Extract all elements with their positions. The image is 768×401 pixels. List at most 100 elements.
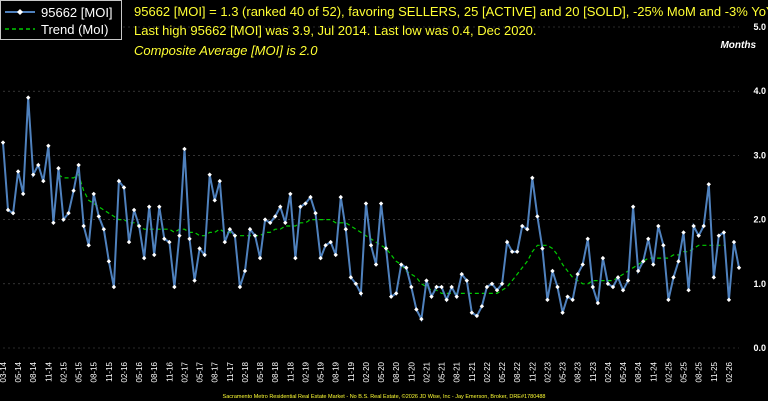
moi-point-40	[202, 252, 207, 258]
moi-point-26	[131, 207, 137, 213]
moi-point-44	[222, 239, 228, 245]
moi-point-8	[41, 178, 46, 184]
x-tick-label-33: 05-22	[498, 361, 507, 382]
moi-point-19	[96, 214, 101, 219]
x-tick-label-5: 05-15	[75, 361, 84, 382]
y-tick-label-3: 3.0	[753, 150, 766, 160]
moi-point-143	[721, 230, 727, 235]
x-tick-label-24: 02-20	[362, 361, 371, 382]
x-tick-label-18: 08-18	[271, 361, 280, 382]
moi-point-119	[600, 255, 606, 261]
moi-point-116	[585, 236, 590, 242]
moi-point-78	[394, 291, 399, 296]
moi-point-91	[459, 271, 464, 277]
x-tick-label-8: 02-16	[120, 361, 129, 382]
moi-point-133	[671, 275, 676, 280]
moi-point-128	[646, 236, 651, 242]
moi-point-87	[439, 284, 444, 290]
moi-point-30	[152, 252, 157, 258]
x-tick-label-40: 02-24	[604, 361, 613, 382]
moi-point-104	[525, 227, 530, 232]
moi-point-22	[111, 284, 117, 290]
moi-point-61	[308, 194, 313, 200]
moi-point-27	[136, 223, 142, 229]
moi-point-11	[56, 166, 61, 171]
moi-point-90	[454, 294, 459, 299]
x-tick-label-34: 08-22	[513, 361, 522, 382]
moi-point-45	[227, 227, 233, 232]
x-tick-label-35: 11-22	[528, 361, 537, 381]
moi-point-74	[373, 262, 379, 267]
x-tick-label-48: 02-26	[725, 361, 734, 382]
moi-point-118	[595, 300, 601, 306]
moi-point-112	[565, 294, 570, 299]
moi-point-54	[273, 214, 278, 219]
moi-point-50	[252, 233, 258, 238]
moi-point-141	[711, 275, 716, 280]
x-tick-label-28: 02-21	[422, 361, 431, 382]
moi-point-7	[36, 162, 41, 168]
moi-point-47	[237, 284, 243, 290]
x-tick-label-4: 02-15	[59, 361, 68, 382]
x-tick-label-42: 08-24	[634, 361, 643, 382]
moi-point-65	[328, 239, 333, 245]
moi-point-58	[293, 255, 298, 261]
x-tick-label-15: 11-17	[226, 361, 235, 381]
chart-legend: 95662 [MOI] Trend (MoI)	[0, 0, 122, 40]
moi-point-89	[449, 284, 454, 290]
moi-point-59	[298, 204, 303, 209]
moi-point-127	[641, 259, 646, 264]
moi-point-140	[706, 182, 711, 187]
moi-point-38	[192, 278, 197, 283]
moi-point-53	[267, 220, 273, 226]
x-tick-label-26: 08-20	[392, 361, 401, 382]
moi-point-105	[530, 175, 535, 181]
moi-point-108	[545, 297, 550, 303]
y-tick-label-4: 4.0	[753, 86, 766, 96]
moi-point-138	[696, 233, 701, 238]
moi-point-115	[580, 262, 585, 267]
moi-point-68	[343, 227, 348, 232]
moi-point-29	[146, 204, 152, 209]
moi-point-48	[242, 268, 248, 274]
moi-point-122	[615, 275, 621, 280]
moi-point-98	[494, 288, 500, 293]
legend-label-moi: 95662 [MOI]	[41, 4, 113, 20]
moi-point-24	[121, 185, 127, 190]
moi-point-106	[535, 214, 540, 219]
moi-point-110	[555, 284, 560, 290]
x-tick-label-1: 05-14	[14, 361, 23, 382]
moi-point-5	[26, 95, 31, 100]
moi-point-63	[318, 255, 323, 261]
moi-point-103	[520, 223, 525, 229]
moi-point-71	[358, 291, 364, 296]
moi-point-46	[232, 233, 238, 238]
moi-point-137	[691, 223, 696, 229]
moi-point-84	[424, 278, 429, 283]
x-tick-label-30: 08-21	[453, 361, 462, 382]
moi-point-21	[106, 259, 112, 264]
moi-point-97	[489, 281, 495, 286]
legend-swatch-moi	[5, 9, 35, 15]
y-tick-label-0: 0.0	[753, 343, 766, 353]
moi-point-66	[333, 252, 338, 258]
x-tick-label-19: 11-18	[286, 361, 295, 381]
moi-point-86	[434, 284, 439, 290]
moi-point-134	[676, 259, 681, 264]
x-tick-label-7: 11-15	[105, 361, 114, 381]
moi-point-120	[605, 281, 611, 286]
moi-point-92	[464, 278, 469, 283]
moi-point-117	[590, 284, 596, 290]
moi-point-9	[46, 143, 51, 148]
moi-point-4	[20, 191, 26, 197]
x-tick-label-46: 08-25	[695, 361, 704, 382]
moi-point-129	[651, 262, 656, 267]
x-tick-label-23: 11-19	[347, 361, 356, 381]
moi-point-131	[661, 243, 666, 248]
x-tick-label-13: 05-17	[196, 361, 205, 382]
moi-point-52	[262, 217, 268, 222]
moi-point-17	[86, 243, 91, 248]
moi-point-100	[504, 239, 510, 245]
moi-point-144	[726, 297, 732, 303]
x-tick-label-14: 08-17	[211, 361, 220, 382]
